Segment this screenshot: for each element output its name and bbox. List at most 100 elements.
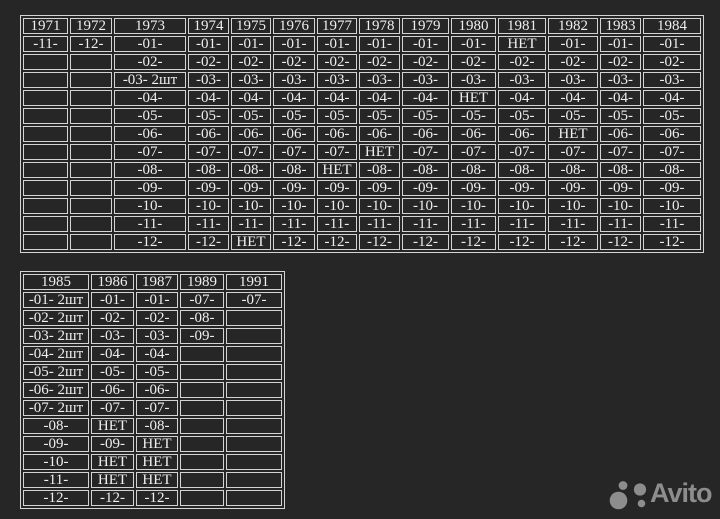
month-cell: -06- [231, 126, 271, 142]
month-cell: -07- [600, 144, 641, 160]
month-cell: -06- 2шт [23, 382, 89, 398]
table-row: -05- -05- -05- -05- -05- -05- -05- -05- -05- -05-… [23, 108, 701, 124]
month-cell: -04- [600, 90, 641, 106]
year-header: 1980 [451, 18, 496, 34]
month-cell: -07- [180, 292, 224, 308]
month-cell: -09- [23, 436, 89, 452]
month-cell: -12- [451, 234, 496, 250]
month-cell: -05- [359, 108, 400, 124]
month-cell: -11- [402, 216, 449, 232]
year-header: 1984 [643, 18, 701, 34]
month-cell: -01- [114, 36, 186, 52]
month-cell: -05- [600, 108, 641, 124]
month-cell: -03- 2шт [23, 328, 89, 344]
month-cell: -05- [114, 108, 186, 124]
empty-cell [180, 382, 224, 398]
empty-cell [180, 364, 224, 380]
table-row: -04- -04- -04- -04- -04- -04- -04- НЕТ -04- -04- -… [23, 90, 701, 106]
table-row: -07- -07- -07- -07- -07- НЕТ -07- -07- -07- -07- -… [23, 144, 701, 160]
table-row: -05- 2шт -05- -05- [23, 364, 282, 380]
table-row: -08- -08- -08- -08- НЕТ -08- -08- -08- -08- -08- -… [23, 162, 701, 178]
year-header: 1982 [548, 18, 598, 34]
empty-cell [226, 382, 282, 398]
empty-cell [70, 90, 112, 106]
empty-cell [226, 436, 282, 452]
year-header: 1972 [70, 18, 112, 34]
empty-cell [226, 346, 282, 362]
month-cell: -03- [188, 72, 229, 88]
month-cell: -02- [643, 54, 701, 70]
empty-cell [180, 454, 224, 470]
month-cell: -09- [498, 180, 546, 196]
month-cell: -04- 2шт [23, 346, 89, 362]
month-cell: -06- [451, 126, 496, 142]
year-header: 1985 [23, 274, 89, 290]
month-cell: -04- [548, 90, 598, 106]
month-cell: -07- [273, 144, 315, 160]
month-cell: -11- [548, 216, 598, 232]
month-cell: -02- [136, 310, 178, 326]
empty-cell [70, 72, 112, 88]
year-header: 1975 [231, 18, 271, 34]
month-cell: -10- [600, 198, 641, 214]
month-cell: -02- [451, 54, 496, 70]
month-cell: -10- [548, 198, 598, 214]
month-cell: -12- [273, 234, 315, 250]
month-cell: -03- [91, 328, 134, 344]
month-cell: -03- [231, 72, 271, 88]
month-cell: -05- [91, 364, 134, 380]
month-cell: -02- [600, 54, 641, 70]
month-cell: -03- 2шт [114, 72, 186, 88]
month-cell: -02- [91, 310, 134, 326]
empty-cell [70, 162, 112, 178]
month-cell: -06- [136, 382, 178, 398]
month-cell: -10- [643, 198, 701, 214]
month-cell: -08- [273, 162, 315, 178]
month-cell: -01- [359, 36, 400, 52]
month-cell: -02- [188, 54, 229, 70]
month-cell: -03- [548, 72, 598, 88]
month-cell: -05- [317, 108, 357, 124]
table-row: -10- НЕТ НЕТ [23, 454, 282, 470]
avito-logo-text: Avito [650, 477, 712, 508]
empty-cell [226, 310, 282, 326]
month-cell: -11- [317, 216, 357, 232]
month-cell: -12- [498, 234, 546, 250]
empty-cell [70, 54, 112, 70]
month-cell: -11- [273, 216, 315, 232]
month-cell: -07- [231, 144, 271, 160]
empty-cell [70, 180, 112, 196]
month-cell: -05- [498, 108, 546, 124]
month-cell: -12- [317, 234, 357, 250]
absent-cell: НЕТ [136, 436, 178, 452]
month-cell: -04- [317, 90, 357, 106]
month-cell: -10- [23, 454, 89, 470]
year-header: 1979 [402, 18, 449, 34]
year-header: 1987 [136, 274, 178, 290]
month-cell: -06- [114, 126, 186, 142]
month-cell: -05- [231, 108, 271, 124]
availability-table-1985-1991: 1985 1986 1987 1989 1991 -01- 2шт -01- -01- -07-… [20, 271, 285, 509]
empty-cell [23, 108, 68, 124]
empty-cell [23, 162, 68, 178]
month-cell: -11- [359, 216, 400, 232]
month-cell: -07- [451, 144, 496, 160]
month-cell: -07- 2шт [23, 400, 89, 416]
empty-cell [70, 144, 112, 160]
month-cell: -09- [600, 180, 641, 196]
month-cell: -07- [317, 144, 357, 160]
table-row: -06- -06- -06- -06- -06- -06- -06- -06- -06- НЕТ -… [23, 126, 701, 142]
month-cell: -08- [402, 162, 449, 178]
empty-cell [70, 108, 112, 124]
empty-cell [23, 234, 68, 250]
empty-cell [70, 234, 112, 250]
absent-cell: НЕТ [317, 162, 357, 178]
month-cell: -06- [91, 382, 134, 398]
month-cell: -07- [643, 144, 701, 160]
table-row: -02- 2шт -02- -02- -08- [23, 310, 282, 326]
month-cell: -06- [317, 126, 357, 142]
table-row: -12- -12- НЕТ -12- -12- -12- -12- -12- -12- -12- -… [23, 234, 701, 250]
month-cell: -09- [451, 180, 496, 196]
month-cell: -05- [451, 108, 496, 124]
month-cell: -11- [23, 36, 68, 52]
